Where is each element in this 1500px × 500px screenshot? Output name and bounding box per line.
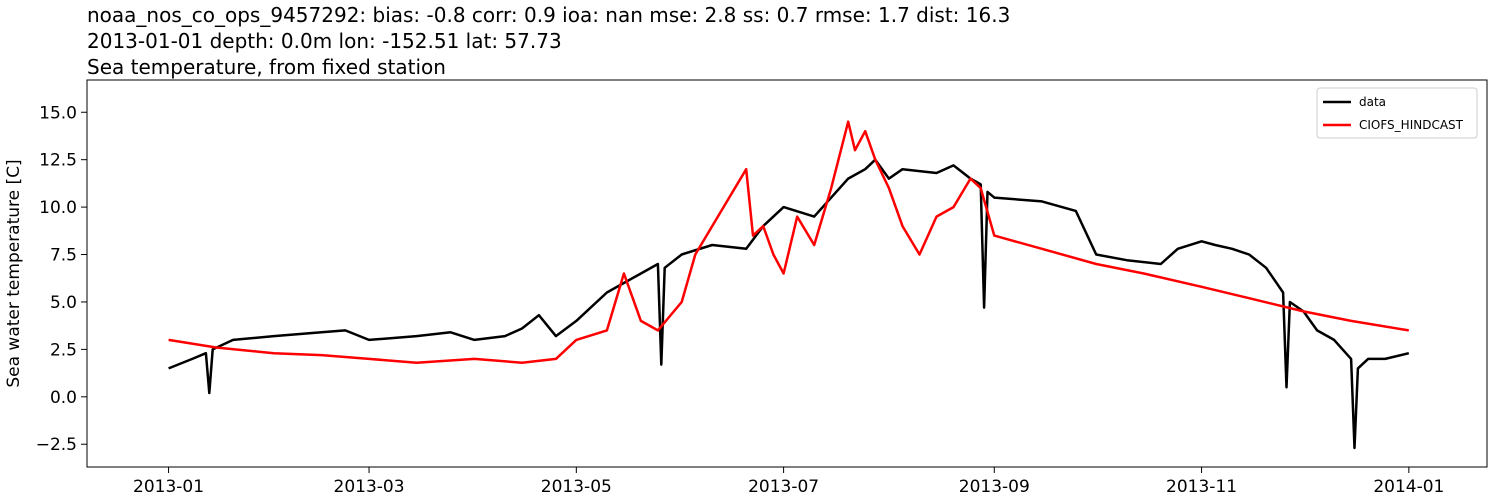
series-line-model xyxy=(168,120,1410,364)
legend-entry-label: CIOFS_HINDCAST xyxy=(1359,118,1464,132)
series-line-data xyxy=(168,158,1410,450)
chart-title-line: 2013-01-01 depth: 0.0m lon: -152.51 lat:… xyxy=(87,29,562,53)
y-tick-label: 0.0 xyxy=(50,388,77,408)
y-tick-label: 15.0 xyxy=(39,103,77,123)
x-tick-label: 2013-05 xyxy=(541,477,612,497)
plot-frame xyxy=(86,79,1488,468)
legend: data CIOFS_HINDCAST xyxy=(1316,87,1478,139)
legend-box xyxy=(1316,87,1478,139)
plot-series-layer xyxy=(168,120,1410,450)
y-tick-label: 12.5 xyxy=(39,151,77,171)
y-tick-label: 5.0 xyxy=(50,293,77,313)
chart-title-block: noaa_nos_co_ops_9457292: bias: -0.8 corr… xyxy=(87,3,1010,79)
y-tick-label: 7.5 xyxy=(50,246,77,266)
y-axis: −2.5 0.0 2.5 5.0 7.5 10.0 12.5 15.0 xyxy=(36,103,87,455)
chart-title-line: Sea temperature, from fixed station xyxy=(87,55,446,79)
y-axis-label: Sea water temperature [C] xyxy=(4,159,24,387)
legend-entry-label: data xyxy=(1359,95,1386,109)
x-tick-label: 2013-09 xyxy=(959,477,1030,497)
x-axis: 2013-01 2013-03 2013-05 2013-07 2013-09 2013-… xyxy=(133,467,1444,497)
y-tick-label: 2.5 xyxy=(50,340,77,360)
x-tick-label: 2013-03 xyxy=(334,477,405,497)
y-tick-label: −2.5 xyxy=(36,435,77,455)
chart-title-line: noaa_nos_co_ops_9457292: bias: -0.8 corr… xyxy=(87,3,1010,27)
x-tick-label: 2013-01 xyxy=(133,477,204,497)
y-tick-label: 10.0 xyxy=(39,198,77,218)
x-tick-label: 2014-01 xyxy=(1373,477,1444,497)
x-tick-label: 2013-07 xyxy=(748,477,819,497)
x-tick-label: 2013-11 xyxy=(1166,477,1237,497)
